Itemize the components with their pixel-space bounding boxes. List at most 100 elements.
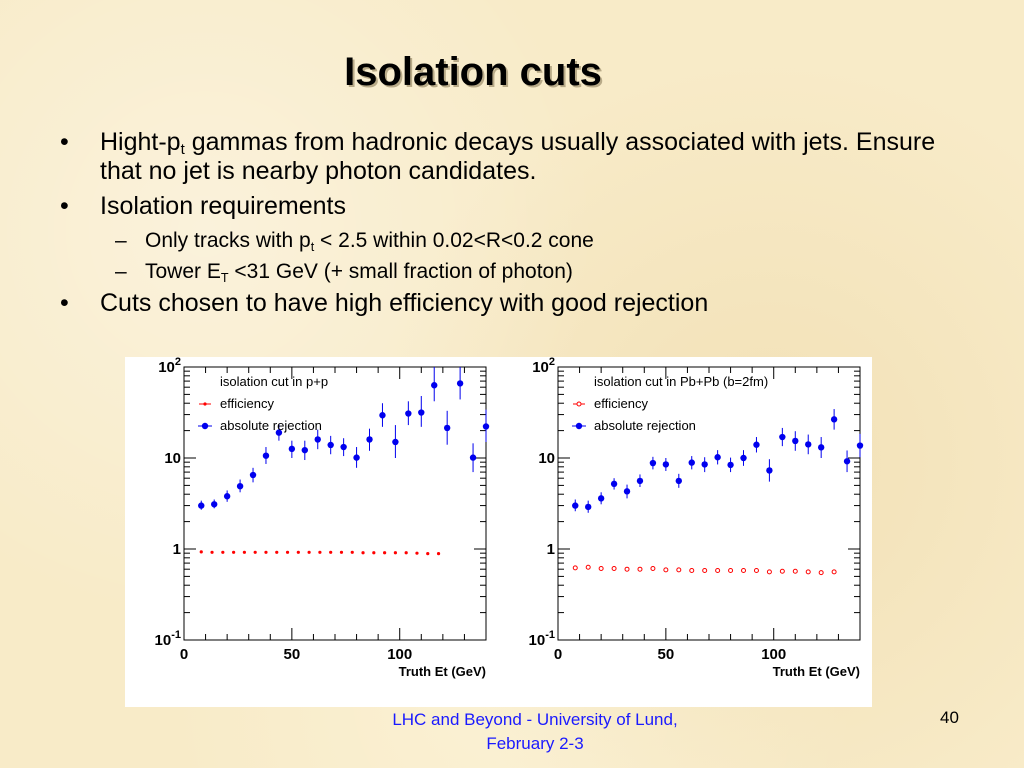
rejection-point bbox=[675, 477, 682, 485]
rejection-point bbox=[610, 480, 618, 488]
efficiency-point bbox=[728, 568, 734, 574]
rejection-point bbox=[366, 436, 373, 443]
y-tick-label: 10 bbox=[538, 450, 555, 467]
bullet-text: Isolation requirements bbox=[100, 192, 346, 220]
rejection-point bbox=[649, 459, 657, 467]
rejection-point bbox=[236, 482, 244, 490]
sub-bullet-text: <31 GeV (+ small fraction of photon) bbox=[228, 260, 573, 283]
legend-marker bbox=[576, 401, 582, 407]
efficiency-point bbox=[702, 568, 708, 574]
efficiency-point bbox=[404, 551, 408, 555]
efficiency-point bbox=[253, 550, 257, 554]
rejection-point bbox=[856, 442, 864, 449]
efficiency-point bbox=[210, 550, 214, 554]
x-tick-label: 0 bbox=[180, 646, 188, 663]
rejection-point bbox=[766, 467, 773, 474]
bullet-text: Cuts chosen to have high efficiency with… bbox=[100, 289, 709, 317]
efficiency-point bbox=[339, 550, 344, 554]
x-tick-label: 100 bbox=[387, 646, 412, 663]
rejection-point bbox=[688, 459, 695, 466]
rejection-point bbox=[585, 503, 592, 511]
legend-marker bbox=[575, 422, 583, 430]
legend-marker bbox=[203, 402, 207, 406]
rejection-point bbox=[843, 458, 851, 465]
legend-label: absolute rejection bbox=[594, 418, 696, 433]
rejection-point bbox=[249, 471, 257, 479]
legend-label: efficiency bbox=[220, 396, 274, 411]
bullet-item: • Isolation requirements bbox=[60, 192, 940, 221]
rejection-point bbox=[572, 502, 579, 509]
efficiency-point bbox=[221, 550, 225, 554]
sub-bullet-marker: – bbox=[115, 260, 127, 283]
x-tick-label: 50 bbox=[658, 646, 675, 663]
rejection-point bbox=[469, 454, 477, 461]
efficiency-point bbox=[805, 569, 811, 575]
page-number: 40 bbox=[940, 708, 959, 727]
rejection-point bbox=[379, 412, 386, 419]
efficiency-point bbox=[676, 567, 682, 573]
sub-bullet-item: – Tower ET <31 GeV (+ small fraction of … bbox=[60, 258, 940, 285]
rejection-point bbox=[792, 437, 799, 445]
footer-line-2: February 2-3 bbox=[486, 734, 584, 753]
bullet-item: • Hight-pt gammas from hadronic decays u… bbox=[60, 128, 940, 186]
efficiency-point bbox=[199, 550, 203, 554]
rejection-point bbox=[405, 410, 412, 417]
legend-label: absolute rejection bbox=[220, 418, 322, 433]
efficiency-point bbox=[393, 551, 397, 555]
rejection-point bbox=[456, 380, 464, 387]
efficiency-point bbox=[318, 550, 322, 554]
x-axis-title: Truth Et (GeV) bbox=[399, 664, 486, 679]
efficiency-point bbox=[637, 566, 643, 572]
rejection-point bbox=[340, 443, 347, 451]
rejection-point bbox=[597, 495, 605, 502]
efficiency-point bbox=[611, 566, 617, 572]
rejection-point bbox=[431, 382, 438, 389]
rejection-point bbox=[353, 454, 360, 461]
efficiency-point bbox=[818, 570, 824, 576]
efficiency-point bbox=[415, 551, 419, 555]
y-tick-label: 10-1 bbox=[529, 629, 555, 649]
rejection-point bbox=[301, 446, 308, 454]
rejection-point bbox=[623, 488, 631, 495]
bullet-text: Hight-p bbox=[100, 128, 181, 156]
rejection-point bbox=[211, 501, 218, 508]
efficiency-point bbox=[831, 569, 837, 575]
sub-bullet-item: – Only tracks with pt < 2.5 within 0.02<… bbox=[60, 227, 940, 254]
efficiency-point bbox=[361, 551, 365, 555]
footer: LHC and Beyond - University of Lund, Feb… bbox=[340, 708, 730, 756]
efficiency-point bbox=[598, 566, 604, 572]
efficiency-point bbox=[232, 550, 236, 554]
x-tick-label: 0 bbox=[554, 646, 562, 663]
bullet-list: • Hight-pt gammas from hadronic decays u… bbox=[60, 128, 940, 324]
bullet-marker: • bbox=[60, 128, 69, 156]
efficiency-point bbox=[372, 551, 376, 555]
efficiency-point bbox=[329, 550, 333, 554]
legend-label: efficiency bbox=[594, 396, 648, 411]
y-tick-label: 1 bbox=[173, 541, 181, 558]
rejection-point bbox=[779, 433, 786, 441]
rejection-point bbox=[418, 409, 425, 416]
y-tick-label: 102 bbox=[532, 357, 555, 376]
bullet-marker: • bbox=[60, 289, 69, 317]
efficiency-point bbox=[753, 568, 759, 574]
efficiency-point bbox=[307, 550, 311, 554]
rejection-point bbox=[327, 441, 334, 449]
rejection-point bbox=[275, 429, 283, 436]
efficiency-point bbox=[350, 550, 354, 554]
rejection-point bbox=[198, 502, 205, 509]
efficiency-point bbox=[779, 568, 785, 574]
efficiency-point bbox=[624, 566, 630, 572]
y-tick-label: 1 bbox=[547, 541, 555, 558]
efficiency-point bbox=[572, 565, 578, 571]
efficiency-point bbox=[383, 551, 387, 555]
efficiency-point bbox=[264, 550, 268, 554]
rejection-point bbox=[223, 493, 231, 500]
sub-bullet-text: Only tracks with p bbox=[145, 229, 311, 252]
rejection-point bbox=[727, 461, 734, 469]
rejection-point bbox=[392, 438, 399, 446]
y-tick-label: 102 bbox=[158, 357, 181, 376]
footer-line-1: LHC and Beyond - University of Lund, bbox=[392, 710, 678, 729]
efficiency-point bbox=[792, 568, 798, 574]
